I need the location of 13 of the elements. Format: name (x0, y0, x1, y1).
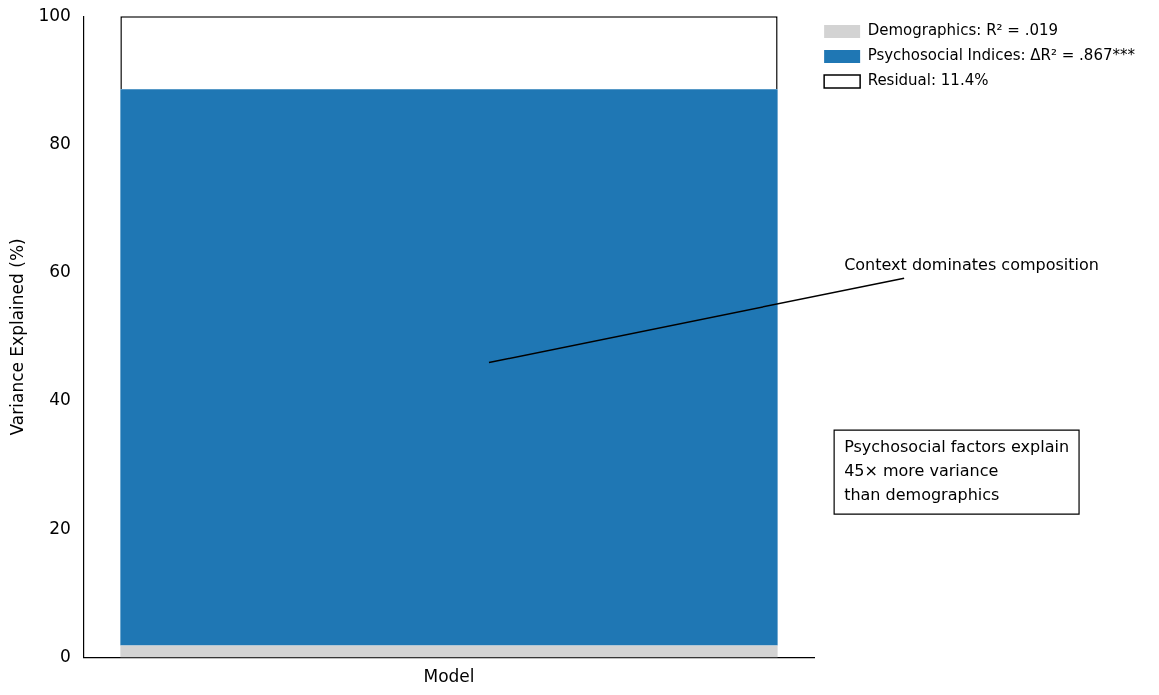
y-tick-label: 100 (38, 4, 71, 25)
y-tick-label: 40 (49, 389, 71, 410)
y-axis-title: Variance Explained (%) (6, 238, 27, 436)
legend-label: Psychosocial Indices: ΔR² = .867*** (867, 46, 1136, 65)
y-tick-label: 0 (60, 646, 71, 667)
x-tick-label: Model (423, 666, 475, 687)
y-tick-label: 20 (49, 517, 71, 538)
legend-label: Demographics: R² = .019 (867, 21, 1059, 40)
text: Context dominates composition (844, 255, 1099, 275)
y-tick-label: 80 (49, 132, 71, 153)
text: Psychosocial factors explain 45× more variance than demographics (844, 437, 1070, 505)
y-tick-label: 60 (49, 261, 71, 282)
legend-label: Residual: 11.4% (867, 71, 989, 90)
